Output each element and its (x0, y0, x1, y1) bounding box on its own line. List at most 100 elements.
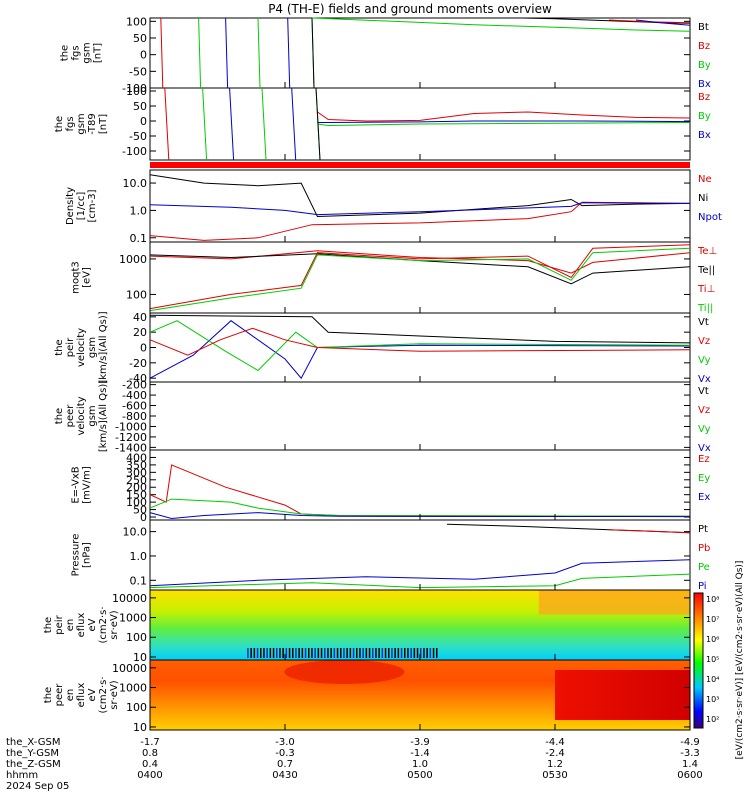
series-temperature-Te⊥ (149, 250, 691, 274)
x-row-label: 2024 Sep 05 (6, 781, 69, 792)
panel-frame (149, 312, 691, 383)
x-tick-label: -3.3 (680, 748, 700, 759)
y-tick-label: 1000 (119, 253, 147, 266)
spectrogram-stripe (269, 648, 272, 658)
x-axis-labels: -1.70.80.40400-3.0-0.30.70430-3.9-1.41.0… (6, 82, 703, 792)
y-tick-label: 300 (126, 466, 147, 479)
spectrogram-stripe (260, 648, 262, 658)
spectrogram-stripe (282, 648, 284, 658)
y-axis-label: gsm (82, 42, 93, 63)
spectrogram-stripe (375, 648, 377, 658)
spectrogram-stripe (391, 648, 393, 658)
spectrogram-stripe (400, 648, 403, 658)
spectrogram-stripe (279, 648, 281, 658)
field-trace (225, 17, 229, 89)
field-trace (164, 87, 170, 161)
x-tick-label: -0.3 (275, 748, 295, 759)
legend-Bz: Bz (698, 41, 710, 52)
x-tick-label: 0430 (272, 770, 297, 781)
legend-Pb: Pb (698, 543, 710, 554)
series-peir-velocity-Vz (149, 327, 691, 356)
field-trace (287, 17, 291, 89)
y-axis-label: fgs (65, 116, 76, 131)
series-peir-velocity-Vx (149, 320, 691, 380)
spectrogram-stripe (298, 648, 300, 658)
spectrogram-stripe (388, 648, 390, 658)
y-axis-label: the (54, 339, 65, 355)
y-tick-label: 100 (126, 701, 147, 714)
spectrogram-stripe (420, 648, 422, 658)
y-tick-label: 10000 (112, 592, 147, 605)
y-tick-label: 10.0 (123, 526, 148, 539)
y-tick-label: -1000 (115, 420, 147, 433)
y-axis-label: eflux (76, 613, 87, 638)
series-fgs-gsm-dc-By (317, 122, 691, 127)
series-temperature-Te|| (149, 253, 691, 285)
y-tick-label: -100 (122, 145, 147, 158)
series-peir-velocity-Vy (149, 320, 691, 372)
y-tick-label: 50 (133, 32, 147, 45)
field-trace (229, 87, 235, 161)
y-axis-label: eV (87, 688, 98, 701)
legend-Vx: Vx (698, 443, 711, 454)
legend-Pi: Pi (698, 581, 707, 592)
y-axis-label: peir (54, 614, 65, 634)
y-tick-label: -40 (129, 372, 147, 385)
spectrogram-stripe (436, 648, 438, 658)
y-axis-label: en (65, 619, 76, 632)
legend-Bz: Bz (698, 92, 710, 103)
y-tick-label: 0 (140, 342, 147, 355)
panel-peir-spec: 10000 1000 100 10 the peir en eflux eV (cm2·s· sr·… (43, 589, 691, 664)
y-axis-label: gsm (76, 113, 87, 134)
spectrogram-stripe (333, 648, 336, 658)
spectrogram-stripe (272, 648, 275, 658)
spectrogram-stripe (276, 648, 278, 658)
spectrogram-stripe (324, 648, 326, 658)
colorbar-tick-label: 10⁷ (706, 615, 719, 624)
colorbar: 10⁸ 10⁷ 10⁶ 10⁵ 10⁴ 10³ 10² [eV/(cm2·s·sr·eV)] … (693, 561, 745, 759)
legend-Ne: Ne (698, 174, 712, 185)
y-axis-label: (cm2·s· (98, 676, 109, 713)
y-axis-label: eflux (76, 683, 87, 708)
spectrogram-stripe (295, 648, 297, 658)
y-tick-label: 1000 (119, 682, 147, 695)
y-axis-label: the (54, 116, 65, 132)
panel-frame (149, 169, 691, 243)
spectrogram-stripe (410, 648, 412, 658)
y-axis-label: (cm2·s· (98, 606, 109, 643)
spectrogram-stripe (263, 648, 265, 658)
colorbar-tick-label: 10⁵ (706, 655, 719, 664)
y-tick-label: -600 (122, 400, 147, 413)
spectrogram-stripe (288, 648, 291, 658)
spectrogram-stripe (432, 648, 435, 658)
y-axis-label: peer (54, 683, 65, 707)
y-axis-label: sr·eV) (109, 680, 120, 709)
y-axis-label: [km/s](All Qs)] (98, 311, 109, 383)
legend-Pt: Pt (698, 524, 708, 535)
spectrogram-stripe (368, 648, 371, 658)
x-row-label: the_Z-GSM (6, 759, 61, 770)
x-row-label: hhmm (6, 770, 38, 781)
y-tick-label: -1400 (115, 441, 147, 454)
y-axis-label: the (54, 408, 65, 424)
y-tick-label: 20 (133, 326, 147, 339)
spectrogram-stripe (349, 648, 352, 658)
colorbar-tick-label: 10² (706, 715, 719, 724)
legend-Vt: Vt (698, 386, 709, 397)
y-tick-label: 10 (133, 721, 147, 734)
field-trace (311, 17, 315, 89)
spectrogram-stripe (250, 648, 252, 658)
y-tick-label: 350 (126, 459, 147, 472)
series-fgs-gsm-dc-Bx (317, 120, 691, 123)
y-axis-label: [nT] (93, 43, 104, 63)
x-tick-label: -1.4 (410, 748, 430, 759)
x-tick-label: -1.7 (140, 737, 160, 748)
legend-Ti||: Ti|| (697, 303, 713, 314)
panel-peer-velocity: -200-400-600-800-1000-1200-1400 the peer ve… (54, 379, 711, 455)
y-axis-label: -T89 (87, 113, 98, 135)
y-axis-label: gsm (87, 405, 98, 426)
y-tick-label: 250 (126, 474, 147, 487)
series-fgs-gsm-dc-Bz (317, 111, 691, 122)
